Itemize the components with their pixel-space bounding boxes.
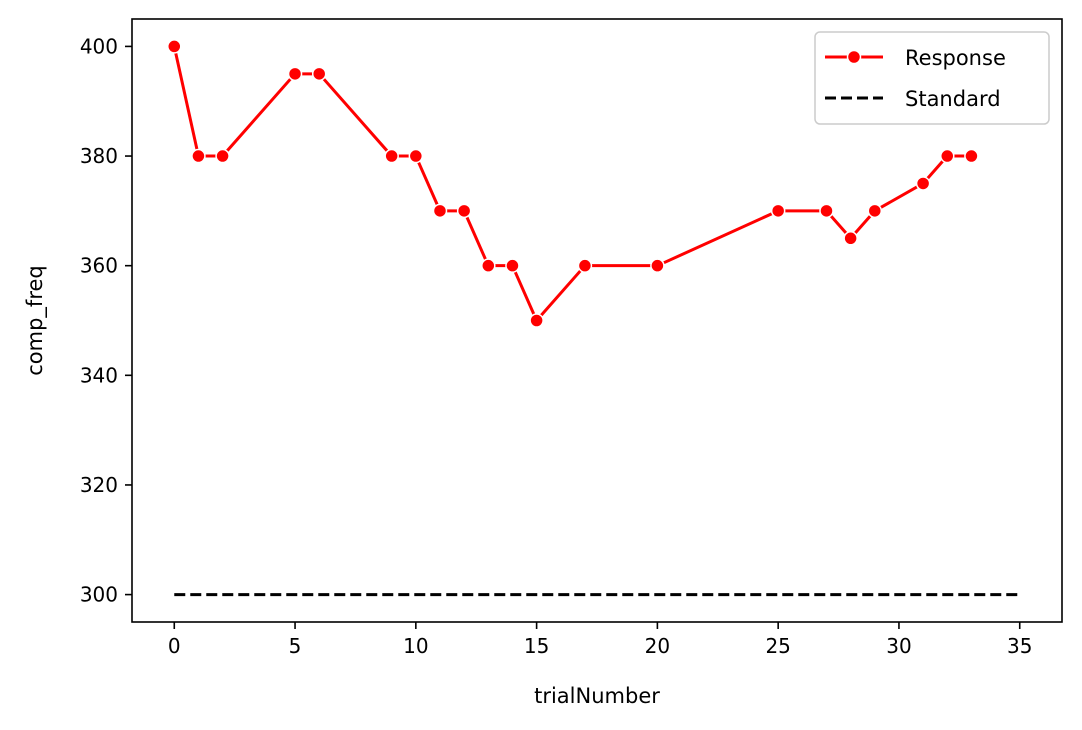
y-axis: 300 320 340 360 380 400 xyxy=(80,34,132,607)
response-point xyxy=(650,258,665,273)
response-point xyxy=(867,203,883,219)
response-point xyxy=(167,39,182,54)
response-point xyxy=(770,203,786,219)
response-point xyxy=(577,258,593,273)
x-axis: 0 5 10 15 20 25 30 35 xyxy=(168,622,1032,658)
series-layer xyxy=(167,39,1020,597)
x-tick-label: 35 xyxy=(1007,634,1032,658)
legend: Response Standard xyxy=(814,31,1050,125)
response-point xyxy=(529,313,544,328)
response-point xyxy=(505,258,520,273)
x-tick-label: 25 xyxy=(765,634,790,658)
x-tick-label: 5 xyxy=(289,634,302,658)
response-point xyxy=(311,66,327,82)
response-point xyxy=(384,148,399,164)
y-tick-label: 400 xyxy=(80,34,118,58)
y-tick-label: 300 xyxy=(80,583,118,607)
response-point xyxy=(456,203,472,219)
response-point xyxy=(819,203,834,219)
response-point xyxy=(287,66,303,82)
response-point xyxy=(481,258,496,273)
response-point xyxy=(843,231,858,246)
response-point xyxy=(940,148,955,164)
response-legend-label: Response xyxy=(905,46,1006,70)
response-point xyxy=(432,203,448,219)
x-axis-title: trialNumber xyxy=(534,684,660,708)
x-tick-label: 15 xyxy=(524,634,549,658)
response-point xyxy=(915,176,931,191)
response-legend-marker xyxy=(846,49,862,65)
legend-box xyxy=(814,31,1050,125)
response-point xyxy=(215,148,230,164)
x-tick-label: 20 xyxy=(645,634,670,658)
response-point xyxy=(964,148,979,164)
x-tick-label: 30 xyxy=(886,634,911,658)
x-tick-label: 0 xyxy=(168,634,181,658)
x-tick-label: 10 xyxy=(403,634,428,658)
y-tick-label: 360 xyxy=(80,254,118,278)
y-tick-label: 340 xyxy=(80,363,118,387)
response-point xyxy=(191,148,206,164)
y-tick-label: 380 xyxy=(80,144,118,168)
response-point xyxy=(408,148,424,164)
y-tick-label: 320 xyxy=(80,473,118,497)
y-axis-title: comp_freq xyxy=(23,265,48,376)
standard-legend-label: Standard xyxy=(905,87,1001,111)
plot-frame xyxy=(131,18,1063,623)
